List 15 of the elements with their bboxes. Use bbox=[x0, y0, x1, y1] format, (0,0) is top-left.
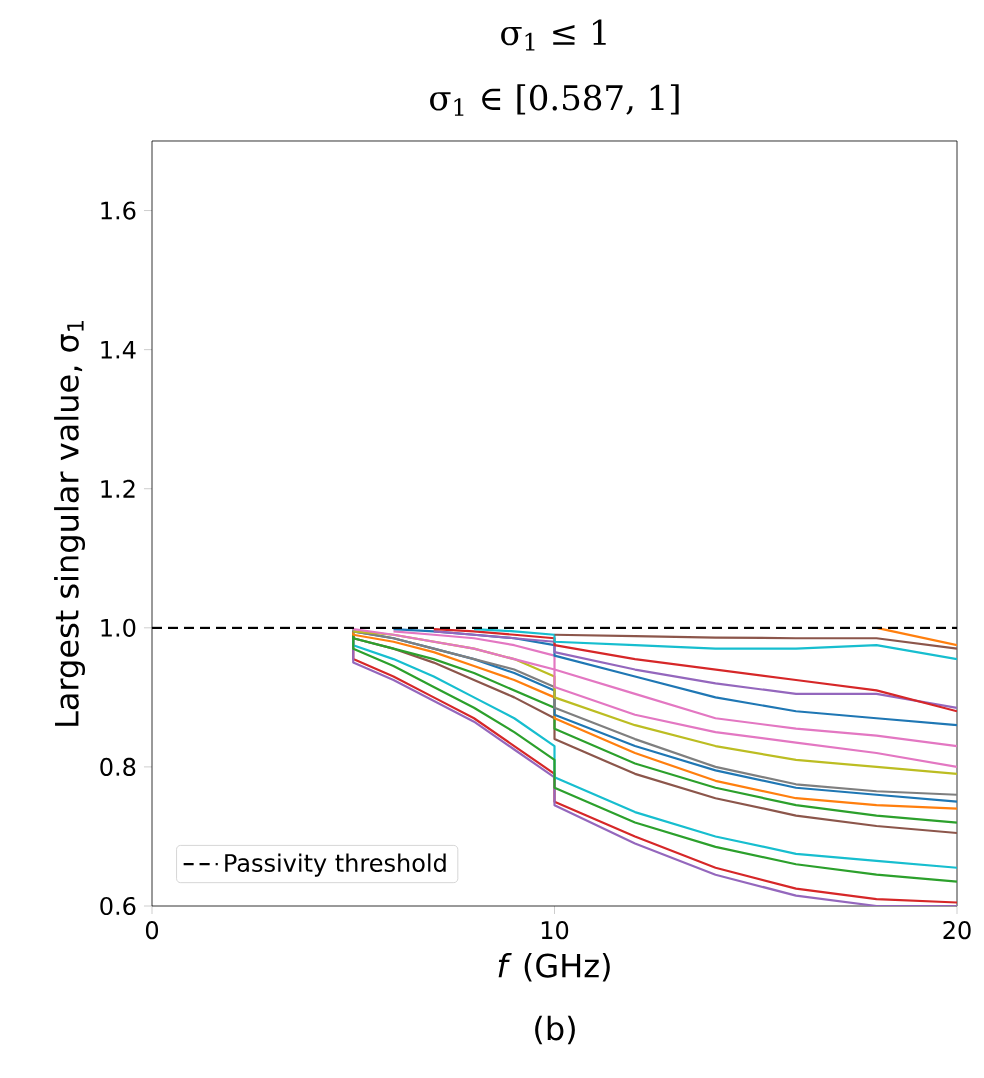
x-tick-label: 10 bbox=[541, 921, 569, 940]
y-tick-label: 0.6 bbox=[100, 896, 136, 916]
chart-subtitle: σ$_{1}$ ∈ [0.587, 1] bbox=[430, 84, 679, 116]
y-tick-label: 1.6 bbox=[101, 201, 136, 220]
y-tick-label: 1.0 bbox=[101, 618, 136, 637]
x-tick-label: 0 bbox=[145, 921, 159, 940]
y-axis-title: Largest singular value, σ$_{1}$ bbox=[54, 321, 86, 726]
chart-title: σ$_{1}$ ≤ 1 bbox=[501, 19, 606, 51]
x-axis-title: f (GHz) bbox=[498, 952, 610, 982]
text: (b) bbox=[535, 1015, 575, 1045]
y-tick-label: 1.2 bbox=[101, 479, 135, 498]
y-tick-label: 0.8 bbox=[100, 757, 136, 776]
y-tick-label: 1.4 bbox=[101, 340, 136, 359]
x-tick-label: 20 bbox=[943, 921, 971, 940]
legend-label: Passivity threshold bbox=[225, 853, 446, 877]
